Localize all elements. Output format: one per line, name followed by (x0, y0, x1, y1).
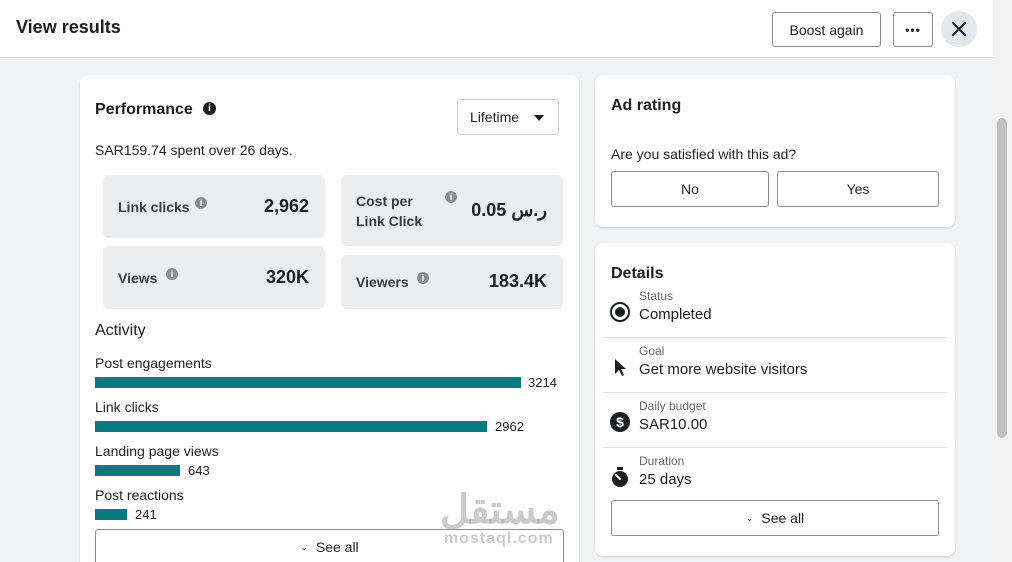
metric-value: 2,962 (263, 196, 309, 216)
metric-value: 0.05 ر.س (471, 200, 547, 220)
caret-down-icon (534, 115, 544, 121)
metric-link-clicks: Link clicks i 2,962 (103, 175, 325, 238)
info-icon[interactable]: i (166, 268, 178, 280)
info-icon[interactable]: i (417, 272, 429, 284)
activity-label: Post engagements (95, 355, 212, 371)
ad-rating-question: Are you satisfied with this ad? (611, 146, 797, 162)
metric-label-line1: Cost per (356, 193, 413, 209)
spent-summary: SAR159.74 spent over 26 days. (95, 142, 293, 158)
activity-value: 643 (188, 463, 210, 478)
period-value: Lifetime (470, 109, 520, 125)
details-title: Details (611, 265, 664, 282)
activity-title: Activity (95, 322, 146, 339)
performance-card: Performance i Lifetime SAR159.74 spent o… (80, 75, 579, 562)
boost-again-button[interactable]: Boost again (772, 12, 881, 47)
detail-value: 25 days (639, 471, 692, 488)
dialog-title: View results (16, 17, 121, 37)
dialog-header: View results Boost again ••• (0, 0, 993, 58)
rating-yes-button[interactable]: Yes (777, 171, 939, 207)
info-icon[interactable]: i (445, 191, 457, 203)
detail-row-goal: Goal Get more website visitors (603, 338, 947, 393)
period-dropdown[interactable]: Lifetime (457, 99, 559, 135)
more-icon: ••• (905, 22, 921, 37)
see-all-label: See all (315, 539, 359, 555)
activity-label: Link clicks (95, 399, 159, 415)
see-all-label: See all (761, 510, 805, 526)
watermark: مستقل mostaql.com (440, 490, 560, 548)
radio-selected-icon (610, 302, 630, 322)
detail-label: Goal (639, 344, 665, 358)
activity-bar (95, 509, 127, 520)
close-icon (952, 22, 966, 36)
activity-value: 241 (135, 507, 157, 522)
detail-value: SAR10.00 (639, 416, 708, 433)
chevron-down-icon: ⌄ (300, 541, 308, 552)
metric-viewers: Viewers i 183.4K (341, 255, 563, 309)
activity-bar (95, 465, 180, 476)
activity-label: Landing page views (95, 443, 219, 459)
metric-value: 320K (265, 267, 309, 287)
stopwatch-icon (612, 467, 628, 487)
metric-label: Cost per Link Click (356, 191, 422, 231)
activity-label: Post reactions (95, 487, 184, 503)
activity-bar (95, 421, 487, 432)
metric-label: Viewers (356, 274, 409, 290)
watermark-latin: mostaql.com (444, 530, 554, 547)
detail-row-daily-budget: $ Daily budget SAR10.00 (603, 393, 947, 448)
cursor-icon (615, 359, 626, 376)
detail-label: Duration (639, 454, 685, 468)
details-card: Details Status Completed Goal Get more w… (595, 243, 955, 556)
scrollbar-thumb[interactable] (997, 118, 1007, 438)
detail-value: Get more website visitors (639, 361, 808, 378)
detail-row-status: Status Completed (603, 283, 947, 338)
rating-no-button[interactable]: No (611, 171, 769, 207)
detail-label: Status (639, 289, 674, 303)
ad-rating-title: Ad rating (611, 97, 682, 114)
metric-value: 183.4K (488, 271, 547, 291)
ad-rating-card: Ad rating Are you satisfied with this ad… (595, 75, 955, 227)
activity-value: 3214 (528, 375, 557, 390)
watermark-arabic: مستقل (440, 488, 560, 532)
activity-value: 2962 (495, 419, 524, 434)
svg-text:$: $ (616, 414, 624, 430)
metric-label: Link clicks (118, 199, 190, 215)
chevron-down-icon: ⌄ (745, 512, 754, 523)
detail-row-duration: Duration 25 days (603, 448, 947, 503)
detail-label: Daily budget (639, 399, 706, 413)
detail-value: Completed (639, 306, 712, 323)
metric-cost-per-click: Cost per Link Click i 0.05 ر.س (341, 175, 563, 246)
more-options-button[interactable]: ••• (893, 12, 933, 47)
dollar-icon: $ (610, 412, 630, 432)
metric-label-line2: Link Click (356, 213, 423, 229)
info-icon[interactable]: i (195, 197, 207, 209)
activity-see-all-button[interactable]: ⌄ See all (95, 529, 564, 562)
performance-info-icon[interactable]: i (203, 102, 216, 115)
details-see-all-button[interactable]: ⌄ See all (611, 500, 939, 536)
metric-label: Views (118, 270, 158, 286)
performance-title: Performance (95, 101, 193, 118)
activity-bar (95, 377, 521, 388)
metric-views: Views i 320K (103, 246, 325, 309)
close-button[interactable] (941, 11, 977, 47)
